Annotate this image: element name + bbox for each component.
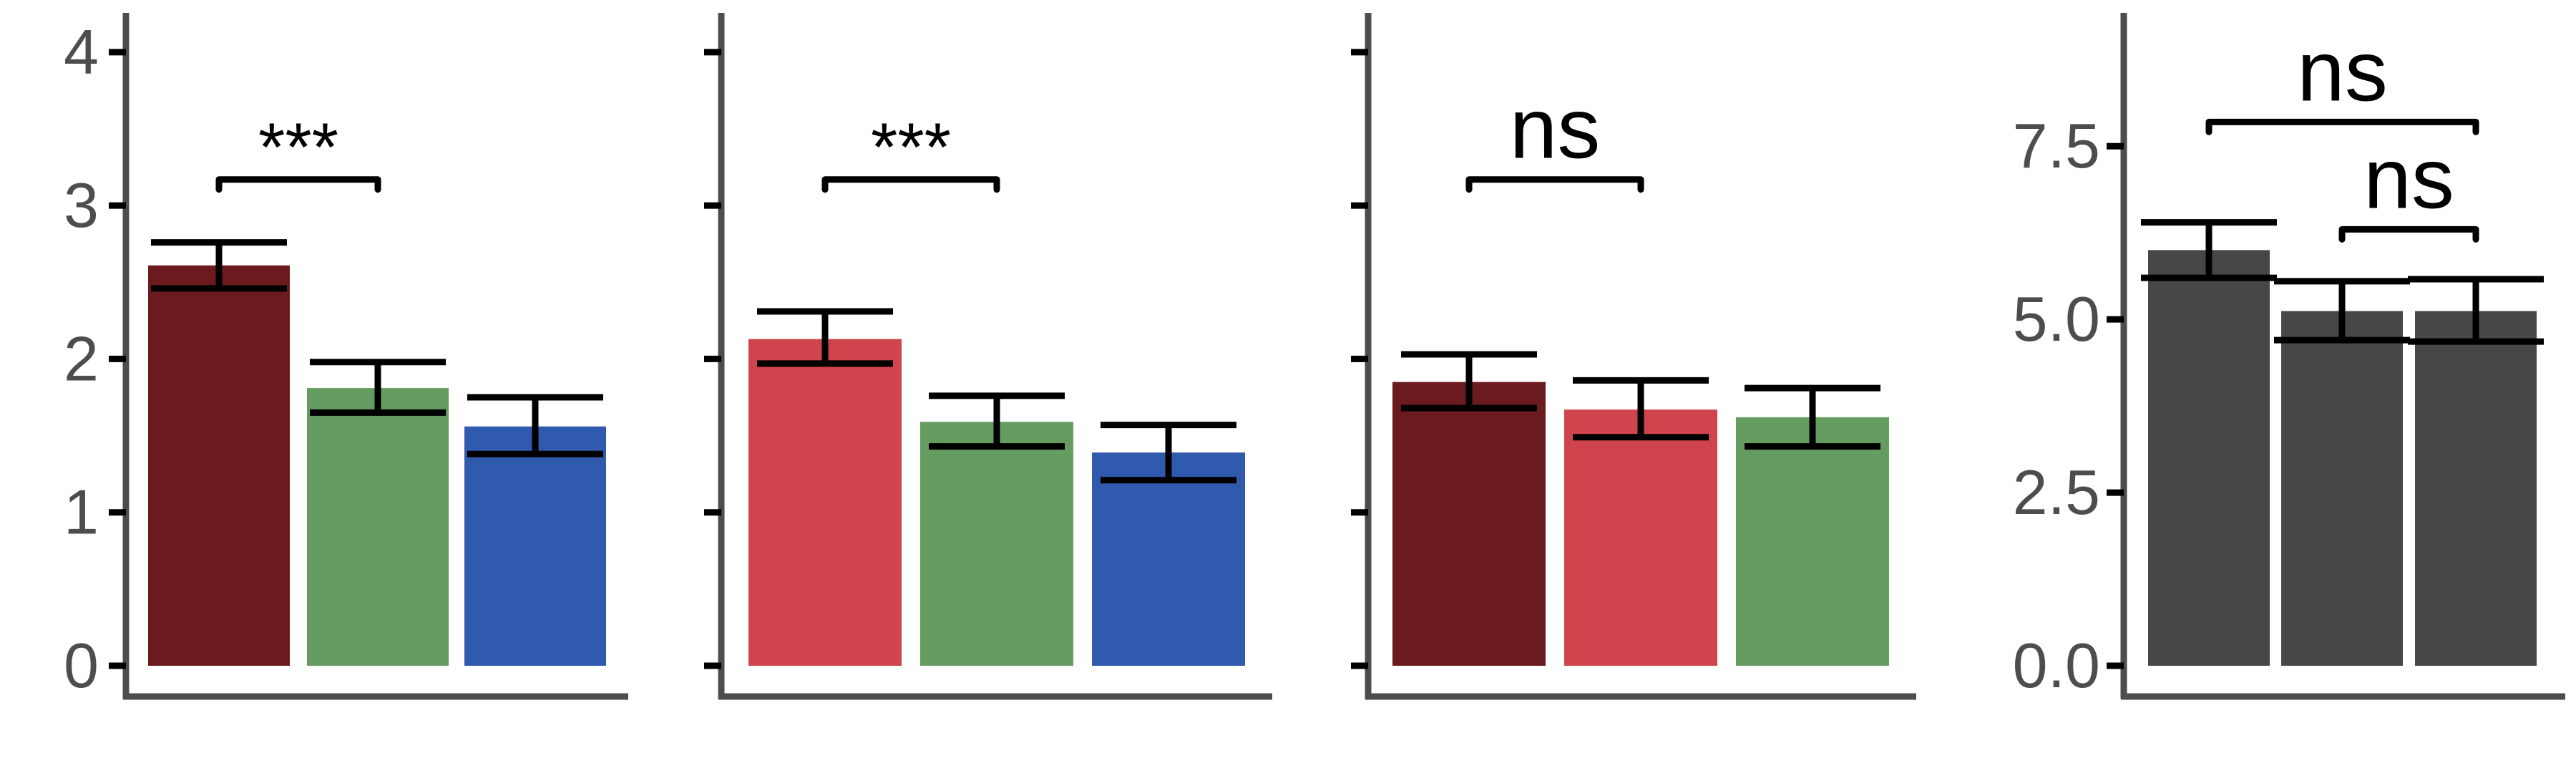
- chart-panel-3: ns: [1351, 13, 1916, 700]
- bracket-line: [2205, 118, 2479, 135]
- y-tick-label: 2.5: [2013, 457, 2100, 528]
- significance-bracket: ***: [821, 110, 1000, 193]
- significance-bracket: ns: [2338, 130, 2479, 243]
- chart-panel-2: ***: [704, 13, 1272, 700]
- y-tick-label: 1: [64, 477, 99, 548]
- bar: [307, 388, 449, 666]
- y-tick-label: 4: [64, 16, 99, 87]
- y-tick-label: 2: [64, 323, 99, 394]
- y-tick-label: 5.0: [2013, 283, 2100, 354]
- significance-bracket: ***: [215, 110, 381, 193]
- bar: [148, 265, 290, 666]
- error-bar: [1745, 384, 1880, 450]
- bracket-line: [2338, 225, 2479, 243]
- error-bar: [1401, 351, 1537, 412]
- y-tick-label: 0: [64, 630, 99, 701]
- y-tick-label: 0.0: [2013, 630, 2100, 701]
- bracket-line: [821, 176, 1000, 193]
- error-bar: [2141, 219, 2277, 281]
- significance-label: ns: [2297, 23, 2388, 119]
- error-bar: [310, 359, 446, 416]
- y-tick-label: 3: [64, 170, 99, 241]
- chart-panel-1: 0 1 2 3 4 ***: [64, 13, 628, 701]
- error-bar: [2408, 276, 2544, 345]
- bar: [1392, 382, 1546, 666]
- chart-panel-4: 0.0 2.5 5.0 7.5 ns ns: [2013, 13, 2565, 701]
- significance-label: ns: [1510, 81, 1601, 177]
- bar: [920, 422, 1073, 666]
- bracket-line: [215, 176, 381, 193]
- bar: [1564, 409, 1717, 666]
- bar: [1736, 417, 1889, 666]
- error-bar: [467, 394, 603, 457]
- bar: [2148, 250, 2270, 666]
- significance-bracket: ns: [2205, 23, 2479, 135]
- bar: [748, 339, 902, 666]
- bar: [464, 426, 606, 666]
- significance-bracket: ns: [1465, 81, 1644, 193]
- error-bar: [1573, 377, 1709, 441]
- error-bar: [1101, 422, 1236, 484]
- error-bar: [929, 392, 1065, 450]
- error-bar: [151, 239, 287, 292]
- significance-label: ***: [258, 110, 338, 186]
- error-bar: [757, 308, 893, 367]
- bar: [1092, 452, 1245, 666]
- bracket-line: [1465, 176, 1644, 193]
- bar: [2415, 311, 2537, 666]
- significance-label: ***: [871, 110, 951, 186]
- significance-label: ns: [2363, 130, 2454, 226]
- y-tick-label: 7.5: [2013, 110, 2100, 181]
- error-bar: [2274, 278, 2410, 344]
- bar: [2281, 311, 2403, 666]
